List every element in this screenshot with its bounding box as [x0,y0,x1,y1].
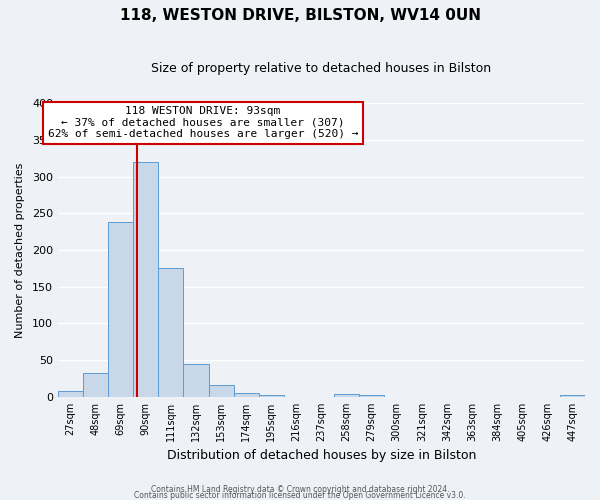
X-axis label: Distribution of detached houses by size in Bilston: Distribution of detached houses by size … [167,450,476,462]
Bar [133,162,158,397]
Bar [184,364,209,397]
Bar [83,372,108,397]
Bar [560,396,585,397]
Title: Size of property relative to detached houses in Bilston: Size of property relative to detached ho… [151,62,491,76]
Bar [158,268,184,397]
Bar [259,394,284,397]
Text: 118, WESTON DRIVE, BILSTON, WV14 0UN: 118, WESTON DRIVE, BILSTON, WV14 0UN [119,8,481,22]
Y-axis label: Number of detached properties: Number of detached properties [15,162,25,338]
Bar [359,396,384,397]
Bar [334,394,359,397]
Text: Contains public sector information licensed under the Open Government Licence v3: Contains public sector information licen… [134,490,466,500]
Text: 118 WESTON DRIVE: 93sqm
← 37% of detached houses are smaller (307)
62% of semi-d: 118 WESTON DRIVE: 93sqm ← 37% of detache… [47,106,358,139]
Bar [108,222,133,397]
Text: Contains HM Land Registry data © Crown copyright and database right 2024.: Contains HM Land Registry data © Crown c… [151,484,449,494]
Bar [58,391,83,397]
Bar [233,394,259,397]
Bar [209,385,233,397]
